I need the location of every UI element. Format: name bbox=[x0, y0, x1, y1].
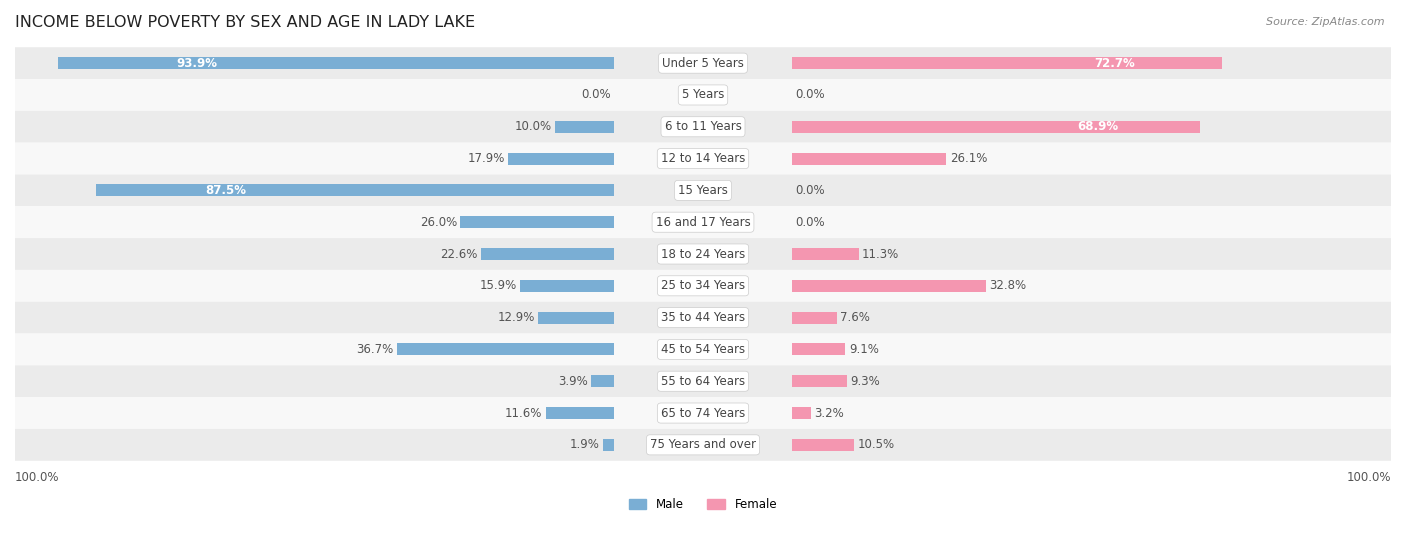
Text: 12 to 14 Years: 12 to 14 Years bbox=[661, 152, 745, 165]
Text: 11.3%: 11.3% bbox=[862, 248, 900, 260]
Bar bbox=[96, 184, 614, 196]
Text: 1.9%: 1.9% bbox=[569, 438, 600, 451]
Text: Source: ZipAtlas.com: Source: ZipAtlas.com bbox=[1267, 17, 1385, 27]
Text: INCOME BELOW POVERTY BY SEX AND AGE IN LADY LAKE: INCOME BELOW POVERTY BY SEX AND AGE IN L… bbox=[15, 15, 475, 30]
Text: 10.5%: 10.5% bbox=[858, 438, 894, 451]
FancyBboxPatch shape bbox=[15, 111, 1391, 143]
FancyBboxPatch shape bbox=[15, 302, 1391, 334]
Text: 5 Years: 5 Years bbox=[682, 88, 724, 102]
Text: 3.9%: 3.9% bbox=[558, 375, 588, 388]
Text: 17.9%: 17.9% bbox=[468, 152, 505, 165]
Text: 16 and 17 Years: 16 and 17 Years bbox=[655, 216, 751, 229]
FancyBboxPatch shape bbox=[15, 366, 1391, 397]
Text: 11.6%: 11.6% bbox=[505, 406, 543, 420]
Bar bbox=[792, 248, 859, 260]
Bar bbox=[592, 375, 614, 387]
FancyBboxPatch shape bbox=[15, 79, 1391, 111]
Bar bbox=[792, 311, 837, 324]
FancyBboxPatch shape bbox=[15, 238, 1391, 270]
Text: 68.9%: 68.9% bbox=[1077, 120, 1118, 133]
Text: 0.0%: 0.0% bbox=[582, 88, 612, 102]
FancyBboxPatch shape bbox=[15, 429, 1391, 461]
Bar bbox=[481, 248, 614, 260]
Bar bbox=[555, 121, 614, 133]
Text: 100.0%: 100.0% bbox=[1347, 471, 1391, 484]
Text: 7.6%: 7.6% bbox=[839, 311, 870, 324]
FancyBboxPatch shape bbox=[15, 174, 1391, 206]
Text: 12.9%: 12.9% bbox=[498, 311, 534, 324]
Text: 36.7%: 36.7% bbox=[356, 343, 394, 356]
FancyBboxPatch shape bbox=[15, 397, 1391, 429]
Text: 100.0%: 100.0% bbox=[15, 471, 59, 484]
Text: 72.7%: 72.7% bbox=[1094, 56, 1135, 70]
Bar bbox=[792, 280, 986, 292]
FancyBboxPatch shape bbox=[15, 334, 1391, 366]
Text: 32.8%: 32.8% bbox=[990, 280, 1026, 292]
Bar bbox=[58, 57, 614, 69]
Text: 3.2%: 3.2% bbox=[814, 406, 844, 420]
Bar bbox=[603, 439, 614, 451]
Bar bbox=[792, 57, 1222, 69]
FancyBboxPatch shape bbox=[15, 48, 1391, 79]
Bar bbox=[538, 311, 614, 324]
Legend: Male, Female: Male, Female bbox=[624, 494, 782, 516]
Bar bbox=[460, 216, 614, 228]
Bar bbox=[792, 343, 845, 356]
Text: 35 to 44 Years: 35 to 44 Years bbox=[661, 311, 745, 324]
Text: 45 to 54 Years: 45 to 54 Years bbox=[661, 343, 745, 356]
FancyBboxPatch shape bbox=[15, 206, 1391, 238]
Text: 15 Years: 15 Years bbox=[678, 184, 728, 197]
Text: 22.6%: 22.6% bbox=[440, 248, 477, 260]
Text: 25 to 34 Years: 25 to 34 Years bbox=[661, 280, 745, 292]
Bar bbox=[520, 280, 614, 292]
Bar bbox=[546, 407, 614, 419]
FancyBboxPatch shape bbox=[15, 143, 1391, 174]
Bar bbox=[396, 343, 614, 356]
Text: 87.5%: 87.5% bbox=[205, 184, 246, 197]
Text: 0.0%: 0.0% bbox=[794, 88, 824, 102]
Bar bbox=[792, 439, 853, 451]
Text: 18 to 24 Years: 18 to 24 Years bbox=[661, 248, 745, 260]
FancyBboxPatch shape bbox=[15, 270, 1391, 302]
Text: 0.0%: 0.0% bbox=[794, 216, 824, 229]
Text: 26.0%: 26.0% bbox=[420, 216, 457, 229]
Text: 93.9%: 93.9% bbox=[177, 56, 218, 70]
Bar bbox=[792, 375, 846, 387]
Bar bbox=[509, 153, 614, 164]
Text: 15.9%: 15.9% bbox=[479, 280, 517, 292]
Text: 55 to 64 Years: 55 to 64 Years bbox=[661, 375, 745, 388]
Bar bbox=[792, 153, 946, 164]
Text: 75 Years and over: 75 Years and over bbox=[650, 438, 756, 451]
Text: 9.3%: 9.3% bbox=[851, 375, 880, 388]
Text: 9.1%: 9.1% bbox=[849, 343, 879, 356]
Text: 26.1%: 26.1% bbox=[949, 152, 987, 165]
Text: 10.0%: 10.0% bbox=[515, 120, 551, 133]
Text: 0.0%: 0.0% bbox=[794, 184, 824, 197]
Text: 6 to 11 Years: 6 to 11 Years bbox=[665, 120, 741, 133]
Text: 65 to 74 Years: 65 to 74 Years bbox=[661, 406, 745, 420]
Text: Under 5 Years: Under 5 Years bbox=[662, 56, 744, 70]
Bar bbox=[792, 407, 810, 419]
Bar bbox=[792, 121, 1199, 133]
